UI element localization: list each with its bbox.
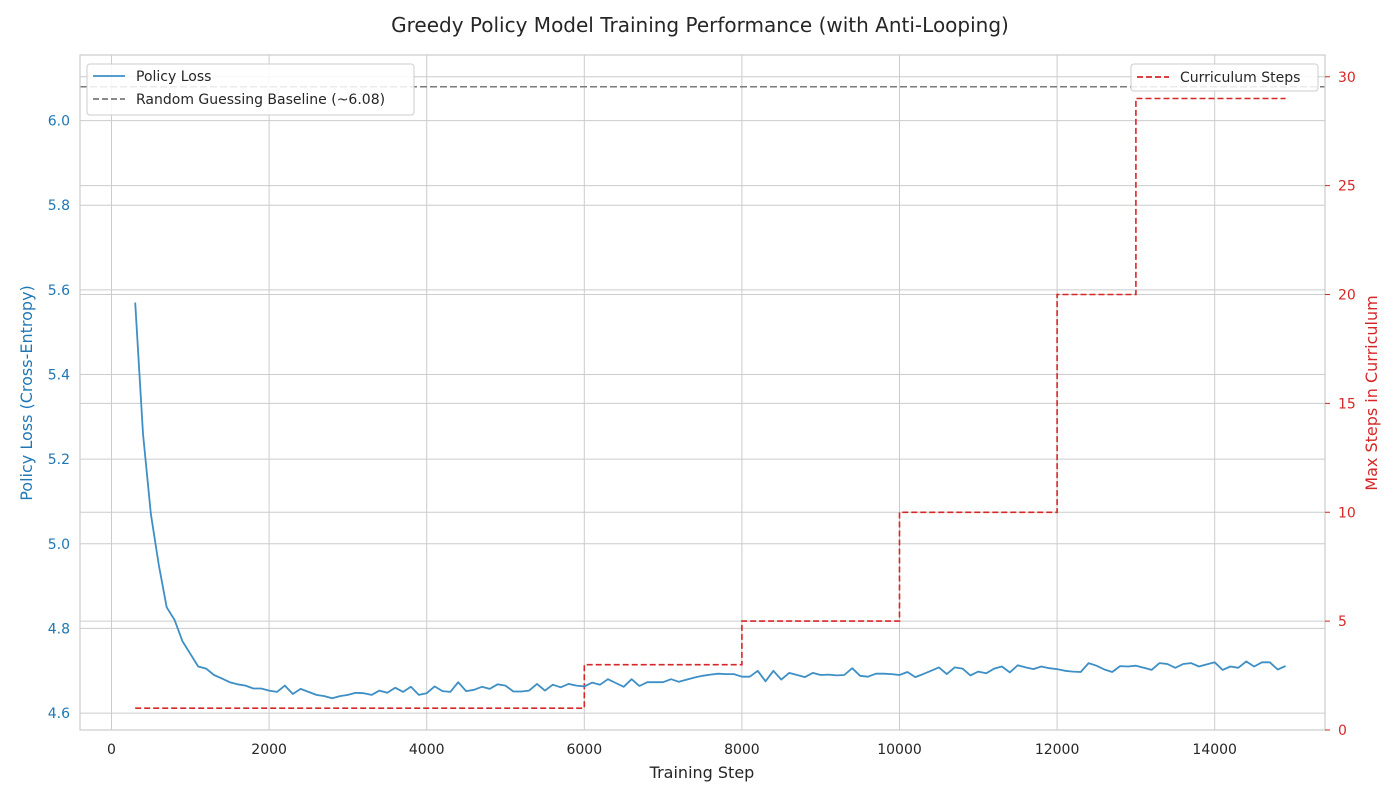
left-y-tick-label: 5.4: [48, 368, 70, 384]
right-y-axis-ticks: 0 5 10 15 20 25 30: [1325, 70, 1356, 739]
x-tick-label: 12000: [1035, 742, 1080, 758]
x-tick-label: 10000: [877, 742, 922, 758]
left-y-axis-label: Policy Loss (Cross-Entropy): [17, 285, 36, 501]
legend-right: Curriculum Steps: [1130, 63, 1319, 92]
loss-layer: [134, 302, 1286, 700]
plot-frame: [79, 54, 1326, 731]
legend-loss-label: Policy Loss: [136, 69, 211, 85]
x-tick-label: 6000: [566, 742, 602, 758]
left-y-tick-label: 6.0: [48, 114, 70, 130]
right-y-axis-label: Max Steps in Curriculum: [1362, 295, 1381, 490]
left-y-axis-ticks: 4.6 4.8 5.0 5.2 5.4 5.6 5.8 6.0: [48, 114, 70, 722]
x-tick-label: 8000: [724, 742, 760, 758]
right-y-tick-label: 20: [1338, 288, 1356, 304]
policy-loss-line: [134, 302, 1286, 700]
right-y-tick-label: 5: [1338, 614, 1347, 630]
x-tick-label: 14000: [1192, 742, 1237, 758]
left-y-tick-label: 4.6: [48, 706, 70, 722]
legend-left: Policy Loss Random Guessing Baseline (~6…: [86, 63, 415, 116]
x-tick-label: 4000: [409, 742, 445, 758]
left-y-grid: [80, 120, 1325, 714]
curriculum-layer: [135, 97, 1286, 710]
right-y-tick-label: 0: [1338, 723, 1347, 739]
x-grid: [111, 55, 1216, 730]
x-tick-label: 0: [107, 742, 116, 758]
legend-left-box: [86, 63, 415, 116]
legend-curriculum-label: Curriculum Steps: [1180, 70, 1300, 86]
right-y-tick-label: 25: [1338, 179, 1356, 195]
left-y-tick-label: 5.0: [48, 537, 70, 553]
x-axis-ticks: 0 2000 4000 6000 8000 10000 12000 14000: [107, 742, 1237, 758]
chart-title: Greedy Policy Model Training Performance…: [391, 13, 1009, 37]
left-y-tick-label: 5.6: [48, 283, 70, 299]
right-y-tick-label: 10: [1338, 505, 1356, 521]
right-y-tick-label: 30: [1338, 70, 1356, 86]
curriculum-step-line: [135, 97, 1286, 710]
x-tick-label: 2000: [251, 742, 287, 758]
x-axis-label: Training Step: [649, 763, 755, 782]
left-y-tick-label: 5.2: [48, 452, 70, 468]
left-y-tick-label: 4.8: [48, 621, 70, 637]
left-y-tick-label: 5.8: [48, 198, 70, 214]
legend-baseline-label: Random Guessing Baseline (~6.08): [136, 92, 385, 108]
legend-right-box: [1130, 63, 1319, 92]
right-y-tick-label: 15: [1338, 396, 1356, 412]
